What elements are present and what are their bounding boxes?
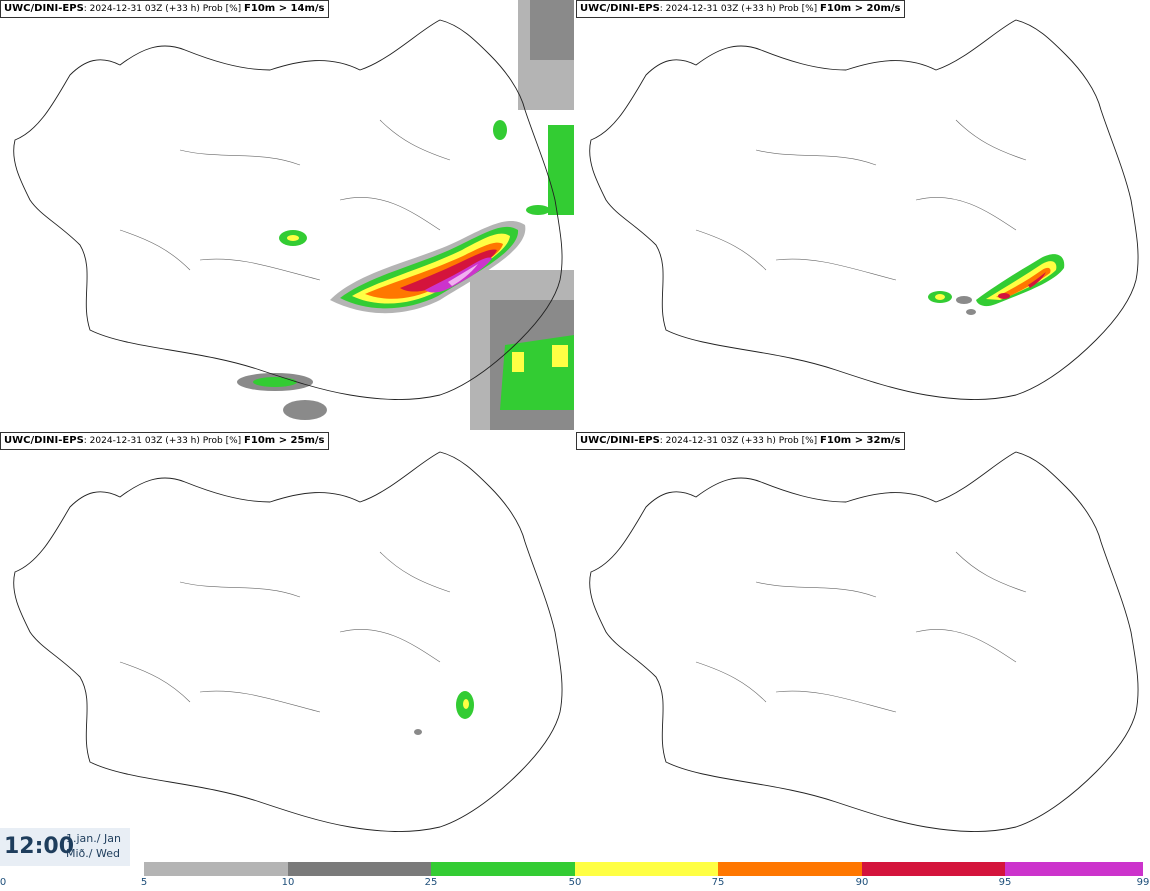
colorbar-tick-label: 90 <box>855 877 869 888</box>
panel-title: UWC/DINI-EPS: 2024-12-31 03Z (+33 h) Pro… <box>576 432 905 450</box>
probability-field <box>237 0 574 430</box>
colorbar-tick-label: 99 <box>1136 877 1150 888</box>
colorbar-segment <box>718 862 862 876</box>
colorbar-tick-label: 0 <box>0 877 7 888</box>
model-name: UWC/DINI-EPS <box>580 435 660 446</box>
map-panel-25ms: UWC/DINI-EPS: 2024-12-31 03Z (+33 h) Pro… <box>0 432 574 862</box>
iceland-coastline <box>13 19 563 400</box>
colorbar-segment <box>1005 862 1143 876</box>
land-contours <box>695 551 1027 713</box>
probability-field <box>928 254 1065 315</box>
iceland-map <box>589 451 1139 832</box>
valid-time: 12:00 <box>4 834 75 859</box>
valid-time-box: 12:00 1.jan./ Jan Mið./ Wed <box>0 828 130 866</box>
iceland-map <box>13 451 563 832</box>
panel-title: UWC/DINI-EPS: 2024-12-31 03Z (+33 h) Pro… <box>576 0 905 18</box>
iceland-map <box>589 19 1139 400</box>
colorbar-tick-label: 10 <box>281 877 295 888</box>
colorbar-tick-label: 95 <box>998 877 1012 888</box>
model-name: UWC/DINI-EPS <box>4 435 84 446</box>
threshold-label: F10m > 20m/s <box>820 3 901 14</box>
land-contours <box>695 119 1027 281</box>
panel-title: UWC/DINI-EPS: 2024-12-31 03Z (+33 h) Pro… <box>0 432 329 450</box>
probability-field <box>414 691 474 735</box>
iceland-map <box>13 0 574 430</box>
threshold-label: F10m > 32m/s <box>820 435 901 446</box>
colorbar-segment <box>288 862 431 876</box>
land-contours <box>119 119 451 281</box>
colorbar-segment <box>575 862 718 876</box>
threshold-label: F10m > 25m/s <box>244 435 325 446</box>
land-contours <box>119 551 451 713</box>
colorbar-segment <box>862 862 1005 876</box>
model-name: UWC/DINI-EPS <box>580 3 660 14</box>
run-info: : 2024-12-31 03Z (+33 h) Prob [%] <box>83 4 242 14</box>
panel-title: UWC/DINI-EPS: 2024-12-31 03Z (+33 h) Pro… <box>0 0 329 18</box>
run-info: : 2024-12-31 03Z (+33 h) Prob [%] <box>83 436 242 446</box>
iceland-coastline <box>589 19 1139 400</box>
colorbar-tick-label: 25 <box>424 877 438 888</box>
valid-date: 1.jan./ Jan <box>66 832 121 845</box>
iceland-coastline <box>589 451 1139 832</box>
valid-weekday: Mið./ Wed <box>66 847 120 860</box>
colorbar-tick-label: 75 <box>711 877 725 888</box>
model-name: UWC/DINI-EPS <box>4 3 84 14</box>
colorbar-tick-label: 5 <box>140 877 148 888</box>
iceland-coastline <box>13 451 563 832</box>
colorbar-segment <box>144 862 288 876</box>
run-info: : 2024-12-31 03Z (+33 h) Prob [%] <box>659 4 818 14</box>
map-panel-14ms: UWC/DINI-EPS: 2024-12-31 03Z (+33 h) Pro… <box>0 0 574 430</box>
colorbar-segment <box>431 862 575 876</box>
colorbar-tick-label: 50 <box>568 877 582 888</box>
map-panel-32ms: UWC/DINI-EPS: 2024-12-31 03Z (+33 h) Pro… <box>576 432 1150 862</box>
threshold-label: F10m > 14m/s <box>244 3 325 14</box>
map-panel-20ms: UWC/DINI-EPS: 2024-12-31 03Z (+33 h) Pro… <box>576 0 1150 430</box>
run-info: : 2024-12-31 03Z (+33 h) Prob [%] <box>659 436 818 446</box>
